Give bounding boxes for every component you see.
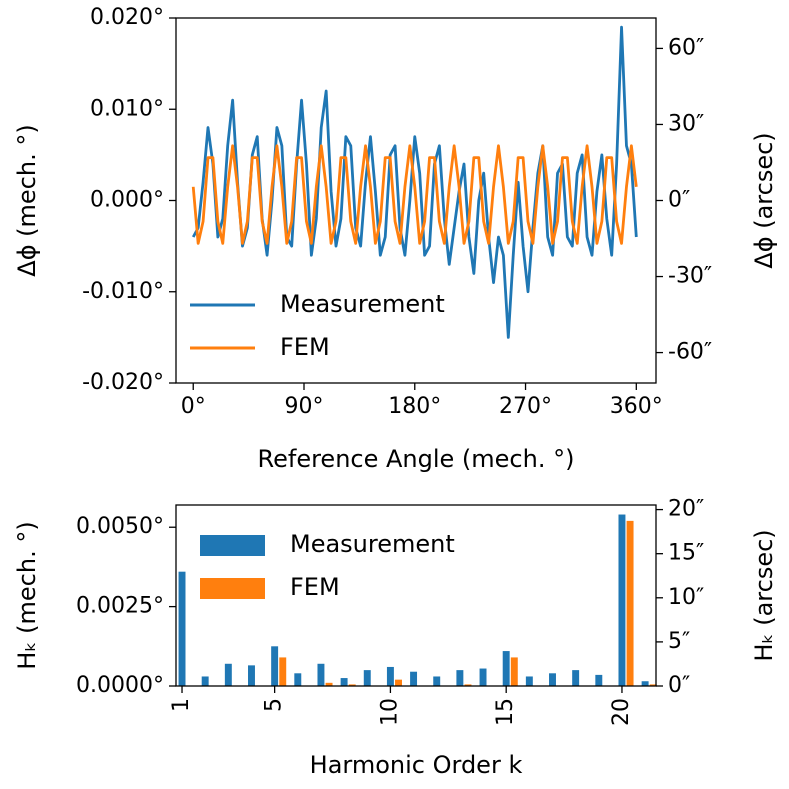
x-tick-label: 1 <box>169 698 194 712</box>
y2-tick-label: 20″ <box>668 497 704 522</box>
y-tick-label: -0.010° <box>82 279 164 304</box>
y-tick-label: 0.0050° <box>76 514 164 539</box>
x-axis-label: Harmonic Order k <box>310 751 523 779</box>
y2-tick-label: 60″ <box>668 35 704 60</box>
bar <box>248 665 255 686</box>
bar <box>340 678 348 686</box>
y2-tick-label: -30″ <box>668 264 712 289</box>
x-tick-label: 5 <box>262 698 287 712</box>
x-tick-label: 20 <box>609 698 634 726</box>
bar <box>433 676 441 686</box>
bar <box>363 670 371 686</box>
legend-label: Measurement <box>290 530 455 558</box>
y-tick-label: 0.0025° <box>76 594 164 619</box>
x-tick-label: 360° <box>610 394 663 419</box>
x-tick-label: 15 <box>493 698 518 726</box>
y2-tick-label: 0″ <box>668 673 690 698</box>
y-tick-label: -0.020° <box>82 370 164 395</box>
bar <box>641 681 649 686</box>
y-tick-label: 0.010° <box>90 96 164 121</box>
y2-axis-label: Δϕ (arcsec) <box>750 132 778 268</box>
legend-label: Measurement <box>280 290 445 318</box>
bar <box>626 520 634 686</box>
x-tick-label: 270° <box>499 394 552 419</box>
bar <box>201 676 209 686</box>
x-tick-label: 10 <box>377 698 402 726</box>
bar <box>279 657 287 686</box>
y2-tick-label: 30″ <box>668 111 704 136</box>
bar <box>178 571 186 686</box>
bar <box>224 663 232 686</box>
bar <box>595 674 603 686</box>
x-tick-label: 180° <box>388 394 441 419</box>
bar <box>572 670 580 686</box>
bar <box>317 663 325 686</box>
legend-swatch <box>200 578 265 599</box>
y2-tick-label: 5″ <box>668 629 690 654</box>
bar <box>271 646 279 686</box>
bar <box>464 684 472 686</box>
series-line <box>191 144 638 245</box>
y2-tick-label: -60″ <box>668 340 712 365</box>
legend-label: FEM <box>280 333 330 361</box>
x-axis-label: Reference Angle (mech. °) <box>258 445 575 473</box>
bar <box>386 666 394 686</box>
bar <box>502 651 510 686</box>
bar <box>395 679 402 686</box>
y-tick-label: 0.000° <box>90 188 164 213</box>
x-tick-label: 0° <box>181 394 206 419</box>
bar <box>325 682 333 686</box>
bar <box>294 673 302 686</box>
bar <box>348 684 356 686</box>
y-tick-label: 0.020° <box>90 5 164 30</box>
bar <box>510 657 518 686</box>
y2-tick-label: 0″ <box>668 188 690 213</box>
x-tick-label: 90° <box>285 394 324 419</box>
y-tick-label: 0.0000° <box>76 673 164 698</box>
bar <box>525 676 533 686</box>
y2-tick-label: 10″ <box>668 585 704 610</box>
y-axis-label: Δϕ (mech. °) <box>13 124 41 276</box>
bar <box>410 671 418 686</box>
bar <box>479 668 487 686</box>
bar <box>456 670 464 686</box>
bar <box>649 684 657 686</box>
y2-tick-label: 15″ <box>668 541 704 566</box>
y2-axis-label: Hₖ (arcsec) <box>750 529 778 661</box>
y-axis-label: Hₖ (mech. °) <box>13 521 41 669</box>
legend-swatch <box>200 535 265 556</box>
legend-label: FEM <box>290 573 340 601</box>
bar <box>549 673 556 686</box>
bar <box>618 514 626 686</box>
axes-frame <box>175 504 657 687</box>
